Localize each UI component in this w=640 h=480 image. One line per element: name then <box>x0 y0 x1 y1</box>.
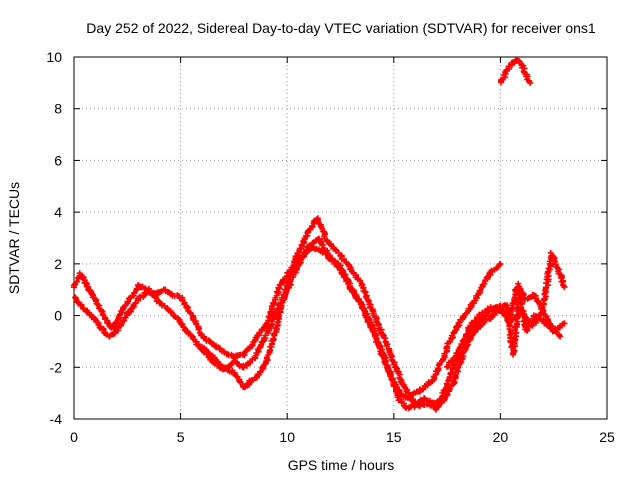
series-track-c <box>199 215 568 413</box>
x-tick-label: 15 <box>386 429 402 445</box>
x-tick-label: 0 <box>70 429 78 445</box>
series-markers <box>444 288 564 370</box>
series-track-e <box>498 57 534 86</box>
y-tick-label: 2 <box>54 256 62 272</box>
series-track-b <box>72 235 568 412</box>
y-axis-label: SDTVAR / TECUs <box>6 182 22 294</box>
y-tick-label: -2 <box>50 359 63 375</box>
plot-frame <box>73 56 608 420</box>
series-track-d <box>444 288 564 370</box>
x-tick-label: 20 <box>493 429 509 445</box>
x-tick-label: 25 <box>599 429 615 445</box>
y-tick-label: 6 <box>54 152 62 168</box>
x-tick-label: 10 <box>279 429 295 445</box>
y-tick-label: -4 <box>50 411 63 427</box>
series-markers <box>199 215 568 413</box>
chart-title: Day 252 of 2022, Sidereal Day-to-day VTE… <box>86 20 596 36</box>
series-markers <box>498 57 534 86</box>
series-markers <box>72 235 568 412</box>
y-tick-label: 4 <box>54 204 62 220</box>
data-points <box>70 57 568 413</box>
grid-lines <box>74 57 607 419</box>
y-tick-label: 0 <box>54 308 62 324</box>
axis-ticks: 0 5 10 15 20 25 -4 -2 0 2 4 6 8 10 <box>46 49 615 445</box>
y-tick-label: 10 <box>46 49 62 65</box>
y-tick-label: 8 <box>54 101 62 117</box>
x-axis-label: GPS time / hours <box>288 457 395 473</box>
x-tick-label: 5 <box>177 429 185 445</box>
